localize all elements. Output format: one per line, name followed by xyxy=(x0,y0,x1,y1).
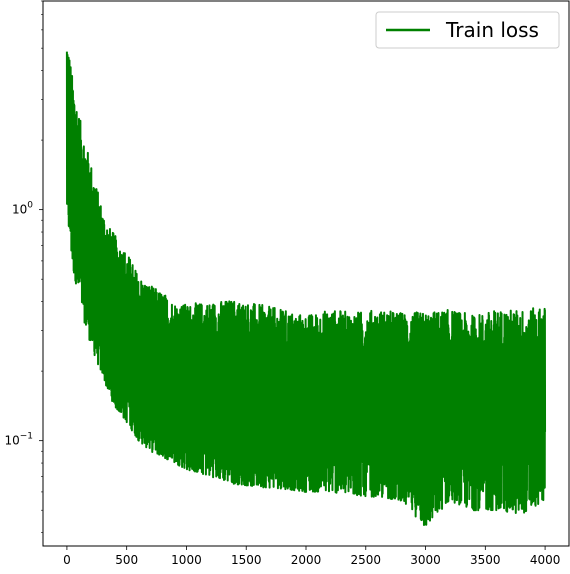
y-tick-label: 100 xyxy=(12,201,33,217)
x-tick-label: 4000 xyxy=(530,553,561,567)
x-tick-label: 3500 xyxy=(470,553,501,567)
axes-layer: 0 500 1000 1500 2000 2500 3000 3500 4000 10−1 100 xyxy=(4,0,570,567)
legend: Train loss xyxy=(375,11,560,49)
x-tick-label: 0 xyxy=(63,553,71,567)
x-tick-label: 3000 xyxy=(410,553,441,567)
series-layer xyxy=(65,51,547,526)
x-tick-label: 2000 xyxy=(291,553,322,567)
series-line-0 xyxy=(65,51,547,526)
x-tick-label: 500 xyxy=(115,553,138,567)
x-tick-label: 1500 xyxy=(231,553,262,567)
x-tick-label: 1000 xyxy=(171,553,202,567)
y-tick-label: 10−1 xyxy=(4,432,33,448)
legend-label: Train loss xyxy=(445,18,539,42)
x-tick-label: 2500 xyxy=(350,553,381,567)
legend-box xyxy=(375,11,560,49)
